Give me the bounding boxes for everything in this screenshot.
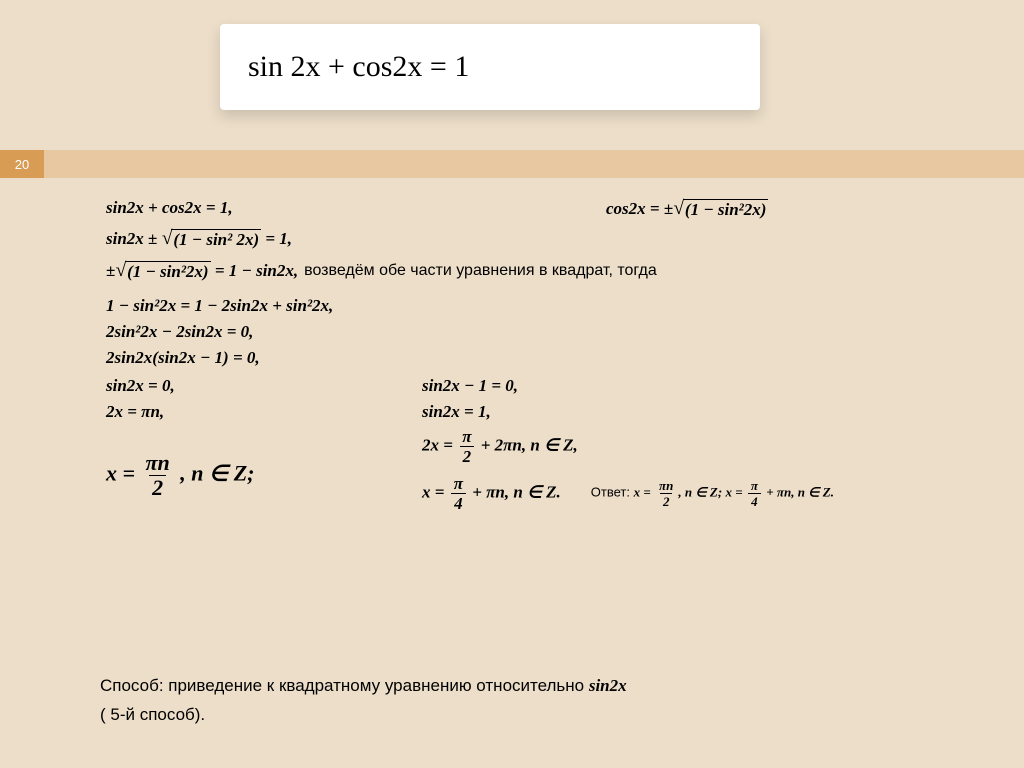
- frac-num: π: [451, 475, 466, 493]
- frac-num: πn: [656, 479, 676, 493]
- eq-line7-right: sin2x − 1 = 0,: [422, 376, 518, 396]
- frac-num: π: [748, 479, 761, 493]
- eq-line9-right: 2x = π2 + 2πn, n ∈ Z,: [422, 428, 578, 465]
- eq-line1-right-rad: (1 − sin²2x): [683, 199, 769, 220]
- eq-line3-pre: ±: [106, 261, 115, 280]
- eq-line2-pre: sin2x ±: [106, 229, 162, 248]
- eq-line8-left: 2x = πn,: [106, 402, 164, 422]
- eq-line10-right-b: + πn, n ∈ Z.: [468, 482, 561, 501]
- eq-line5: 2sin²2x − 2sin2x = 0,: [106, 322, 253, 342]
- frac-num: πn: [143, 452, 173, 475]
- eq-line1-right-lhs: cos2x = ±: [606, 199, 673, 218]
- accent-bar: 20: [0, 150, 1024, 178]
- eq-line2: sin2x ± (1 − sin² 2x) = 1,: [106, 228, 292, 250]
- eq-line10-left-a: x =: [106, 461, 141, 486]
- annotation-square: возведём обе части уравнения в квадрат, …: [304, 262, 657, 280]
- eq-line2-rad: (1 − sin² 2x): [171, 229, 261, 250]
- frac-den: 4: [451, 493, 466, 512]
- frac-num: π: [459, 428, 474, 446]
- frac-den: 2: [460, 446, 475, 465]
- title-equation: sin 2x + cos2x = 1: [248, 50, 469, 84]
- derivation-content: sin2x + cos2x = 1, cos2x = ± (1 − sin²2x)…: [106, 198, 946, 505]
- eq-line9-right-a: 2x =: [422, 435, 457, 454]
- eq-line6: 2sin2x(sin2x − 1) = 0,: [106, 348, 260, 368]
- eq-line9-right-b: + 2πn, n ∈ Z,: [476, 435, 577, 454]
- eq-line10-left-b: , n ∈ Z;: [175, 461, 255, 486]
- answer-a: x =: [634, 484, 654, 499]
- eq-line3: ± (1 − sin²2x) = 1 − sin2x,: [106, 260, 298, 282]
- eq-line2-post: = 1,: [261, 229, 292, 248]
- frac-den: 2: [660, 493, 673, 508]
- answer-d: + πn, n ∈ Z.: [763, 484, 834, 499]
- bottom-note: Способ: приведение к квадратному уравнен…: [100, 672, 627, 730]
- answer-c: x =: [725, 484, 745, 499]
- frac-den: 4: [748, 493, 761, 508]
- title-card: sin 2x + cos2x = 1: [220, 24, 760, 110]
- eq-line7-left: sin2x = 0,: [106, 376, 175, 396]
- eq-line3-rad: (1 − sin²2x): [125, 261, 211, 282]
- frac-den: 2: [149, 475, 166, 499]
- answer-label: Ответ:: [591, 484, 634, 499]
- eq-line10-left: x = πn2 , n ∈ Z;: [106, 452, 254, 499]
- answer-block: Ответ: x = πn2 , n ∈ Z; x = π4 + πn, n ∈ …: [591, 479, 834, 508]
- bottom-line1-a: Способ: приведение к квадратному уравнен…: [100, 676, 589, 695]
- page-number-badge: 20: [0, 150, 44, 178]
- eq-line1-left: sin2x + cos2x = 1,: [106, 198, 233, 218]
- bottom-line2: ( 5-й способ).: [100, 701, 627, 730]
- answer-b: , n ∈ Z;: [678, 484, 725, 499]
- eq-line1-right: cos2x = ± (1 − sin²2x): [606, 198, 768, 220]
- eq-line10-right: x = π4 + πn, n ∈ Z.: [422, 475, 561, 512]
- eq-line10-right-a: x =: [422, 482, 449, 501]
- eq-line4: 1 − sin²2x = 1 − 2sin2x + sin²2x,: [106, 296, 333, 316]
- eq-line8-right: sin2x = 1,: [422, 402, 491, 422]
- bottom-line1-b: sin2x: [589, 676, 627, 695]
- eq-line3-post: = 1 − sin2x,: [211, 261, 299, 280]
